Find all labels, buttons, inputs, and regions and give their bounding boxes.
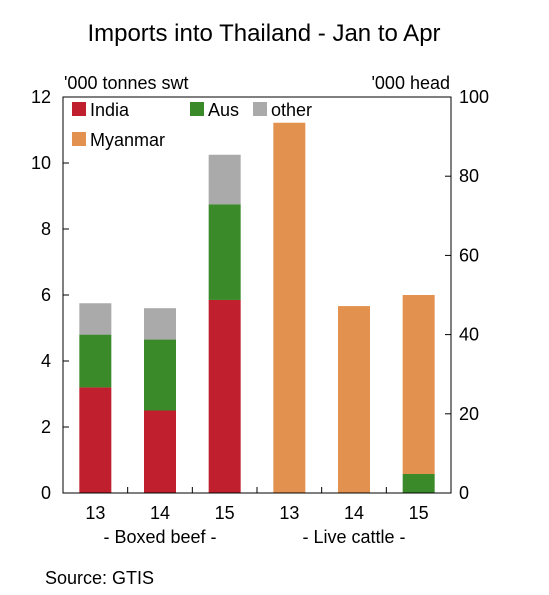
legend-label-other: other xyxy=(271,100,312,120)
bar-other-1 xyxy=(79,303,112,335)
bar-aus-1 xyxy=(79,334,112,388)
bar-india-2 xyxy=(144,410,176,493)
chart-title: Imports into Thailand - Jan to Apr xyxy=(87,20,440,47)
left-axis-unit: '000 tonnes swt xyxy=(64,73,189,93)
legend-label-myanmar: Myanmar xyxy=(90,130,165,150)
group-label-2: - Live cattle - xyxy=(302,527,405,547)
legend-swatch-myanmar xyxy=(72,132,86,146)
bar-myanmar-6 xyxy=(402,295,435,474)
bar-india-1 xyxy=(79,387,112,493)
plot-frame xyxy=(62,96,452,494)
x-tick-label: 13 xyxy=(279,503,299,523)
left-tick-label: 6 xyxy=(41,285,51,305)
x-tick-label: 15 xyxy=(409,503,429,523)
group-label-1: - Boxed beef - xyxy=(103,527,216,547)
legend: India Aus other Myanmar xyxy=(72,100,312,150)
legend-swatch-other xyxy=(253,102,267,116)
bar-aus-6 xyxy=(402,473,435,493)
right-tick-label: 100 xyxy=(459,87,489,107)
x-tick-label: 14 xyxy=(150,503,170,523)
bar-india-3 xyxy=(208,299,241,493)
legend-label-india: India xyxy=(90,100,130,120)
axes-layer: 0 2 4 6 8 10 12 0 20 40 60 80 100 13 14 15 13 14 15 - Boxed… xyxy=(31,87,489,547)
right-tick-label: 80 xyxy=(459,166,479,186)
legend-swatch-india xyxy=(72,102,86,116)
left-tick-label: 12 xyxy=(31,87,51,107)
right-axis-unit: '000 head xyxy=(371,73,450,93)
bar-myanmar-4 xyxy=(273,122,306,494)
right-tick-label: 20 xyxy=(459,404,479,424)
bar-other-2 xyxy=(144,308,176,340)
legend-swatch-aus xyxy=(190,102,204,116)
right-tick-label: 0 xyxy=(459,483,469,503)
left-tick-label: 4 xyxy=(41,351,51,371)
right-tick-label: 60 xyxy=(459,245,479,265)
left-tick-label: 8 xyxy=(41,219,51,239)
right-tick-label: 40 xyxy=(459,325,479,345)
left-tick-label: 10 xyxy=(31,153,51,173)
bar-aus-3 xyxy=(208,204,241,300)
bar-other-3 xyxy=(208,154,241,205)
bar-aus-2 xyxy=(144,339,176,411)
left-tick-label: 0 xyxy=(41,483,51,503)
bar-myanmar-5 xyxy=(338,306,370,493)
bars-layer xyxy=(79,122,435,494)
x-tick-label: 13 xyxy=(85,503,105,523)
left-tick-label: 2 xyxy=(41,417,51,437)
legend-label-aus: Aus xyxy=(208,100,239,120)
source-note: Source: GTIS xyxy=(45,568,154,588)
x-tick-label: 14 xyxy=(344,503,364,523)
x-tick-label: 15 xyxy=(215,503,235,523)
